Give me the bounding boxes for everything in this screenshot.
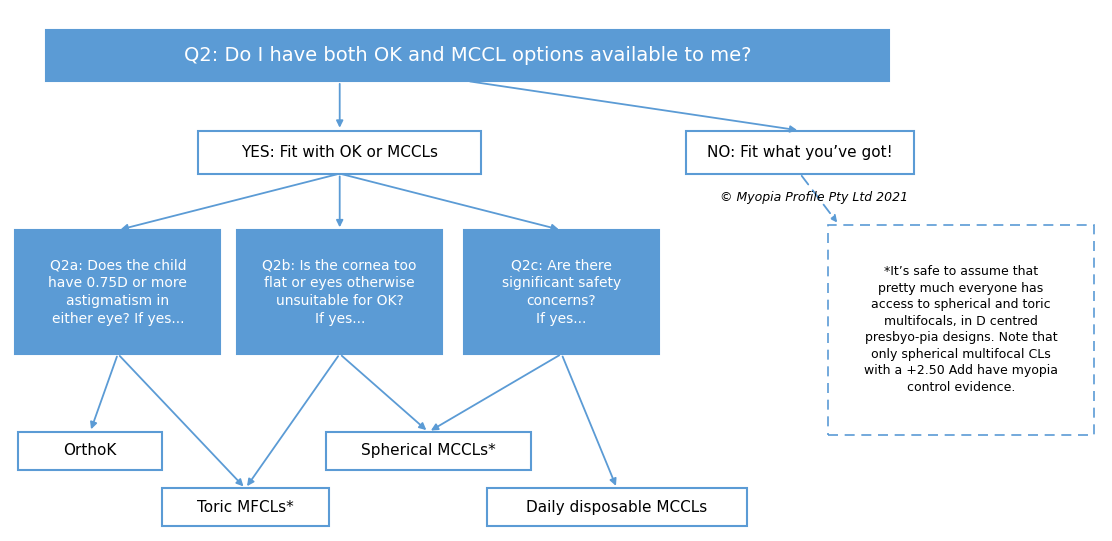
FancyBboxPatch shape (198, 130, 481, 174)
Text: Daily disposable MCCLs: Daily disposable MCCLs (526, 500, 707, 515)
Text: Q2a: Does the child
have 0.75D or more
astigmatism in
either eye? If yes...: Q2a: Does the child have 0.75D or more a… (49, 258, 187, 326)
FancyBboxPatch shape (686, 130, 914, 174)
FancyBboxPatch shape (162, 489, 329, 526)
FancyBboxPatch shape (18, 432, 162, 470)
Text: OrthoK: OrthoK (63, 443, 117, 458)
Text: Q2b: Is the cornea too
flat or eyes otherwise
unsuitable for OK?
If yes...: Q2b: Is the cornea too flat or eyes othe… (262, 258, 417, 326)
Text: Q2: Do I have both OK and MCCL options available to me?: Q2: Do I have both OK and MCCL options a… (183, 45, 751, 65)
FancyBboxPatch shape (487, 489, 747, 526)
Text: Q2c: Are there
significant safety
concerns?
If yes...: Q2c: Are there significant safety concer… (502, 258, 622, 326)
Text: YES: Fit with OK or MCCLs: YES: Fit with OK or MCCLs (241, 144, 438, 160)
FancyBboxPatch shape (827, 225, 1094, 434)
Text: *It’s safe to assume that
pretty much everyone has
access to spherical and toric: *It’s safe to assume that pretty much ev… (864, 266, 1058, 394)
FancyBboxPatch shape (16, 230, 220, 354)
FancyBboxPatch shape (46, 30, 888, 81)
FancyBboxPatch shape (326, 432, 532, 470)
Text: NO: Fit what you’ve got!: NO: Fit what you’ve got! (707, 144, 893, 160)
Text: © Myopia Profile Pty Ltd 2021: © Myopia Profile Pty Ltd 2021 (721, 192, 909, 204)
FancyBboxPatch shape (237, 230, 443, 354)
FancyBboxPatch shape (465, 230, 658, 354)
Text: Toric MFCLs*: Toric MFCLs* (197, 500, 294, 515)
Text: Spherical MCCLs*: Spherical MCCLs* (361, 443, 496, 458)
